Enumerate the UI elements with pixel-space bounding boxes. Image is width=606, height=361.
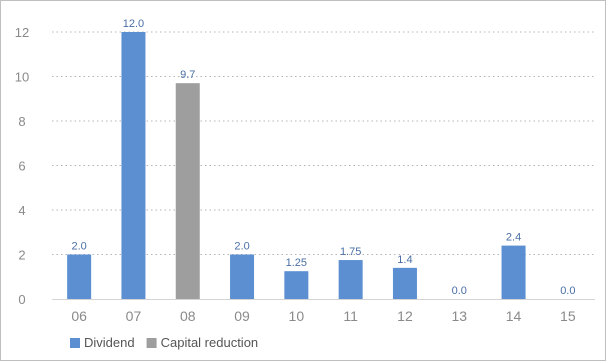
data-label: 1.4 xyxy=(397,254,412,266)
axes: 0 2 4 6 8 10 12 06 07 08 09 10 11 12 13 14 15 xyxy=(15,25,595,324)
x-tick-label: 10 xyxy=(289,308,305,324)
data-label: 0.0 xyxy=(452,285,467,297)
bars xyxy=(67,32,526,299)
y-tick-label: 0 xyxy=(18,292,25,307)
legend-label: Dividend xyxy=(84,335,135,350)
data-label: 2.0 xyxy=(234,241,249,253)
x-tick-label: 11 xyxy=(343,308,358,324)
legend-swatch xyxy=(70,338,80,348)
bar xyxy=(501,245,526,299)
data-label: 2.4 xyxy=(506,232,521,244)
bar xyxy=(175,83,200,299)
x-tick-label: 08 xyxy=(180,308,196,324)
y-tick-label: 8 xyxy=(18,114,25,129)
x-tick-label: 13 xyxy=(451,308,467,324)
bar xyxy=(284,271,309,299)
bar xyxy=(338,260,363,299)
data-labels: 2.0 12.0 9.7 2.0 1.25 1.75 1.4 0.0 2.4 0.0 xyxy=(72,18,576,297)
data-label: 2.0 xyxy=(72,241,87,253)
bar xyxy=(230,254,255,299)
x-tick-label: 06 xyxy=(71,308,87,324)
y-tick-label: 6 xyxy=(18,159,25,174)
bar xyxy=(121,32,146,299)
x-tick-label: 15 xyxy=(560,308,576,324)
y-tick-label: 10 xyxy=(15,70,29,85)
data-label: 1.75 xyxy=(340,246,361,258)
bar xyxy=(67,254,92,299)
x-tick-label: 14 xyxy=(506,308,522,324)
data-label: 9.7 xyxy=(180,69,195,81)
x-tick-label: 09 xyxy=(234,308,250,324)
data-label: 12.0 xyxy=(123,18,144,30)
x-tick-label: 12 xyxy=(397,308,413,324)
data-label: 0.0 xyxy=(560,285,575,297)
legend: Dividend Capital reduction xyxy=(70,335,258,350)
y-tick-label: 12 xyxy=(15,25,29,40)
data-label: 1.25 xyxy=(286,257,307,269)
legend-label: Capital reduction xyxy=(161,335,259,350)
bar xyxy=(392,267,417,299)
y-tick-label: 4 xyxy=(18,203,25,218)
y-tick-label: 2 xyxy=(18,248,25,263)
x-tick-label: 07 xyxy=(126,308,142,324)
legend-swatch xyxy=(146,338,157,348)
